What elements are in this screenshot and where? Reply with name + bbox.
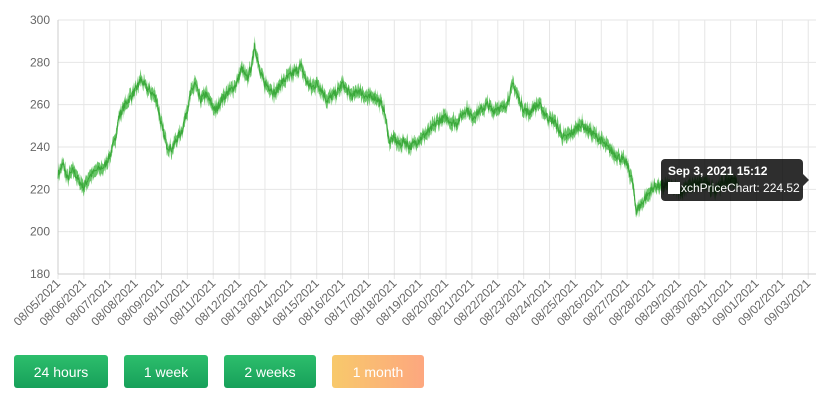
series-band-xchPriceChart bbox=[58, 35, 739, 218]
chart-tooltip: Sep 3, 2021 15:12 xchPriceChart: 224.52 bbox=[661, 159, 803, 201]
y-tick-label: 300 bbox=[30, 13, 50, 27]
y-tick-label: 200 bbox=[30, 225, 50, 239]
tooltip-series-swatch bbox=[668, 182, 680, 194]
range-1-week-button[interactable]: 1 week bbox=[124, 355, 208, 388]
tooltip-arrow bbox=[803, 174, 809, 186]
y-tick-label: 280 bbox=[30, 55, 50, 69]
grid-lines bbox=[57, 19, 816, 279]
price-chart[interactable]: 180 200 220 240 260 280 300 08/05/202108/06/20… bbox=[0, 0, 837, 350]
y-tick-label: 240 bbox=[30, 140, 50, 154]
tooltip-value: xchPriceChart: 224.52 bbox=[681, 181, 800, 195]
y-tick-label: 180 bbox=[30, 267, 50, 281]
x-axis: 08/05/202108/06/202108/07/202108/08/2021… bbox=[11, 276, 814, 329]
tooltip-title: Sep 3, 2021 15:12 bbox=[668, 164, 768, 178]
y-axis: 180 200 220 240 260 280 300 bbox=[30, 13, 50, 281]
y-tick-label: 220 bbox=[30, 182, 50, 196]
range-1-month-button[interactable]: 1 month bbox=[332, 355, 424, 388]
series-line-xchPriceChart[interactable] bbox=[57, 43, 739, 215]
range-24-hours-button[interactable]: 24 hours bbox=[14, 355, 108, 388]
y-tick-label: 260 bbox=[30, 98, 50, 112]
range-2-weeks-button[interactable]: 2 weeks bbox=[224, 355, 316, 388]
